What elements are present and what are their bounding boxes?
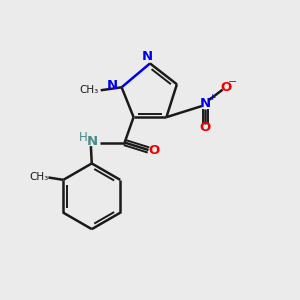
Text: O: O	[200, 121, 211, 134]
Text: +: +	[208, 93, 216, 102]
Text: CH₃: CH₃	[80, 85, 99, 95]
Text: N: N	[87, 135, 98, 148]
Text: O: O	[149, 144, 160, 157]
Text: H: H	[79, 131, 88, 144]
Text: O: O	[220, 81, 232, 94]
Text: N: N	[142, 50, 153, 63]
Text: CH₃: CH₃	[29, 172, 48, 182]
Text: −: −	[228, 77, 237, 87]
Text: N: N	[200, 97, 211, 110]
Text: N: N	[106, 79, 118, 92]
